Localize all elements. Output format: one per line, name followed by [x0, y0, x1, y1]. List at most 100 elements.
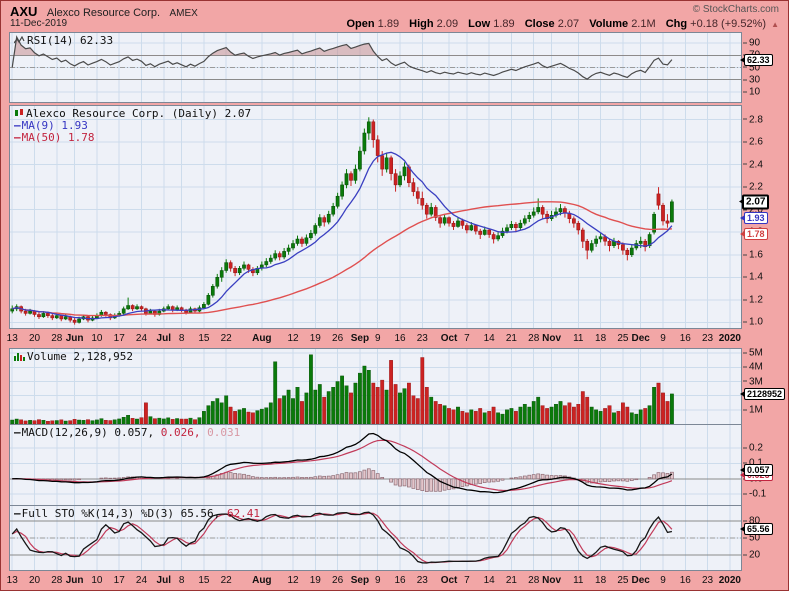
x-tick-label: 14: [483, 575, 495, 586]
stochastic-axis: 80 50 20 65.56: [740, 505, 788, 571]
x-tick-label: Dec: [631, 575, 650, 586]
x-tick-label: 19: [309, 333, 321, 344]
x-tick-label: 23: [416, 575, 428, 586]
x-tick-label: 25: [617, 575, 629, 586]
stockcharts-credit: © StockCharts.com: [692, 4, 779, 15]
x-tick-label: Jun: [65, 575, 84, 586]
price-callout: 2.07: [738, 194, 770, 210]
open-value: 1.89: [377, 18, 400, 30]
x-tick-label: 22: [220, 333, 232, 344]
x-tick-label: 9: [660, 333, 666, 344]
x-tick-label: 8: [178, 575, 185, 586]
x-tick-label: 8: [178, 333, 185, 344]
axis-label: 10: [743, 86, 760, 97]
axis-label: 1.4: [743, 272, 763, 283]
x-tick-label: Jul: [156, 575, 171, 586]
axis-label: 2.2: [743, 182, 763, 193]
x-tick-label: Nov: [542, 575, 562, 586]
axis-label: 2.8: [743, 114, 763, 125]
macd-panel: — MACD(12,26,9) 0.057, 0.026, 0.031: [9, 424, 742, 506]
x-tick-label: 16: [394, 333, 406, 344]
macd-label: MACD(12,26,9) 0.057,: [21, 426, 155, 439]
x-tick-label: 18: [595, 333, 607, 344]
stochastic-panel: — Full STO %K(14,3) %D(3) 65.56, 62.41: [9, 505, 742, 571]
rsi-legend-text: RSI(14) 62.33: [27, 34, 114, 47]
macd-line-icon: —: [14, 426, 21, 439]
header-row-1: AXU Alexco Resource Corp. AMEX © StockCh…: [10, 3, 779, 19]
x-tick-label: 20: [28, 333, 41, 344]
x-tick-label: Aug: [252, 333, 272, 344]
price-gridlines: [10, 106, 741, 328]
price-callout: 1.78: [740, 228, 768, 241]
x-tick-label: 21: [505, 575, 517, 586]
x-tick-label: 25: [617, 333, 629, 344]
stochastic-plot: [10, 506, 741, 570]
volume-bars: [10, 354, 674, 424]
high-value: 2.09: [436, 18, 459, 30]
x-tick-label: 12: [287, 333, 299, 344]
chg-label: Chg: [665, 18, 688, 30]
price-legend: Alexco Resource Corp. (Daily) 2.07 — MA(9…: [14, 107, 252, 144]
x-tick-label: 16: [394, 575, 406, 586]
rsi-axis: 907050301062.33: [740, 32, 788, 103]
x-tick-label: 17: [113, 333, 125, 344]
exchange-label: AMEX: [169, 8, 198, 19]
volume-panel: Volume 2,128,952: [9, 348, 742, 425]
axis-label: 2.4: [743, 159, 763, 170]
volume-callout: 2128952: [739, 387, 786, 400]
x-tick-label: 11: [573, 575, 584, 586]
axis-label: 0.2: [743, 443, 763, 454]
macd-axis: 0.20.10.0-0.10.0260.057: [740, 424, 788, 506]
axis-label: 3M: [743, 376, 763, 387]
x-tick-label: Aug: [252, 575, 272, 586]
rsi-panel: RSI(14) 62.33: [9, 32, 742, 103]
volume-bars-icon: [14, 352, 25, 361]
x-tick-label: 23: [702, 333, 714, 344]
x-tick-label: 13: [6, 575, 18, 586]
ticker-symbol: AXU: [10, 4, 38, 19]
x-tick-label: 17: [113, 575, 125, 586]
x-tick-label: 9: [374, 575, 381, 586]
axis-label: 20: [743, 549, 760, 560]
x-tick-label: 16: [679, 333, 691, 344]
open-label: Open: [346, 18, 375, 30]
x-tick-label: Sep: [350, 333, 370, 344]
x-tick-label: 15: [198, 575, 210, 586]
x-tick-label: 16: [679, 575, 691, 586]
sto-line-icon: —: [14, 507, 21, 520]
sto-d-value: 62.41: [226, 507, 261, 520]
price-callout: 1.93: [740, 211, 768, 224]
macd-line: [12, 432, 673, 494]
ma9-line: [12, 151, 673, 320]
x-tick-label: 23: [702, 575, 714, 586]
x-tick-label: 13: [6, 333, 18, 344]
volume-gridlines: [10, 349, 741, 424]
x-tick-label: 28: [51, 333, 63, 344]
company-name: Alexco Resource Corp.: [46, 7, 161, 19]
x-tick-label: Oct: [440, 333, 458, 344]
x-tick-label: 2020: [718, 575, 741, 586]
axis-label: 50: [743, 533, 760, 544]
x-tick-label: 24: [135, 575, 148, 586]
axis-label: 1.0: [743, 317, 763, 328]
sto-callout: 65.56: [740, 523, 773, 536]
chart-date: 11-Dec-2019: [10, 18, 68, 29]
candles: [10, 117, 674, 325]
quote-summary: Open 1.89 High 2.09 Low 1.89 Close 2.07 …: [339, 18, 779, 30]
low-label: Low: [468, 18, 491, 30]
close-label: Close: [524, 18, 555, 30]
x-tick-label: 2020: [718, 333, 741, 344]
price-title: Alexco Resource Corp. (Daily) 2.07: [26, 107, 252, 120]
x-tick-label: 28: [51, 575, 63, 586]
volume-legend: Volume 2,128,952: [14, 350, 133, 363]
axis-label: 2.0: [743, 204, 763, 215]
x-tick-label: 14: [483, 333, 495, 344]
volume-value: 2.1M: [631, 18, 656, 30]
x-tick-label: 20: [28, 575, 41, 586]
axis-label: 50: [743, 62, 760, 73]
rsi-legend: RSI(14) 62.33: [14, 34, 113, 47]
ma9-label: MA(9) 1.93: [21, 119, 88, 132]
macd-legend: — MACD(12,26,9) 0.057, 0.026, 0.031: [14, 426, 240, 439]
axis-label: 2.6: [743, 137, 763, 148]
axis-label: 80: [743, 516, 760, 527]
